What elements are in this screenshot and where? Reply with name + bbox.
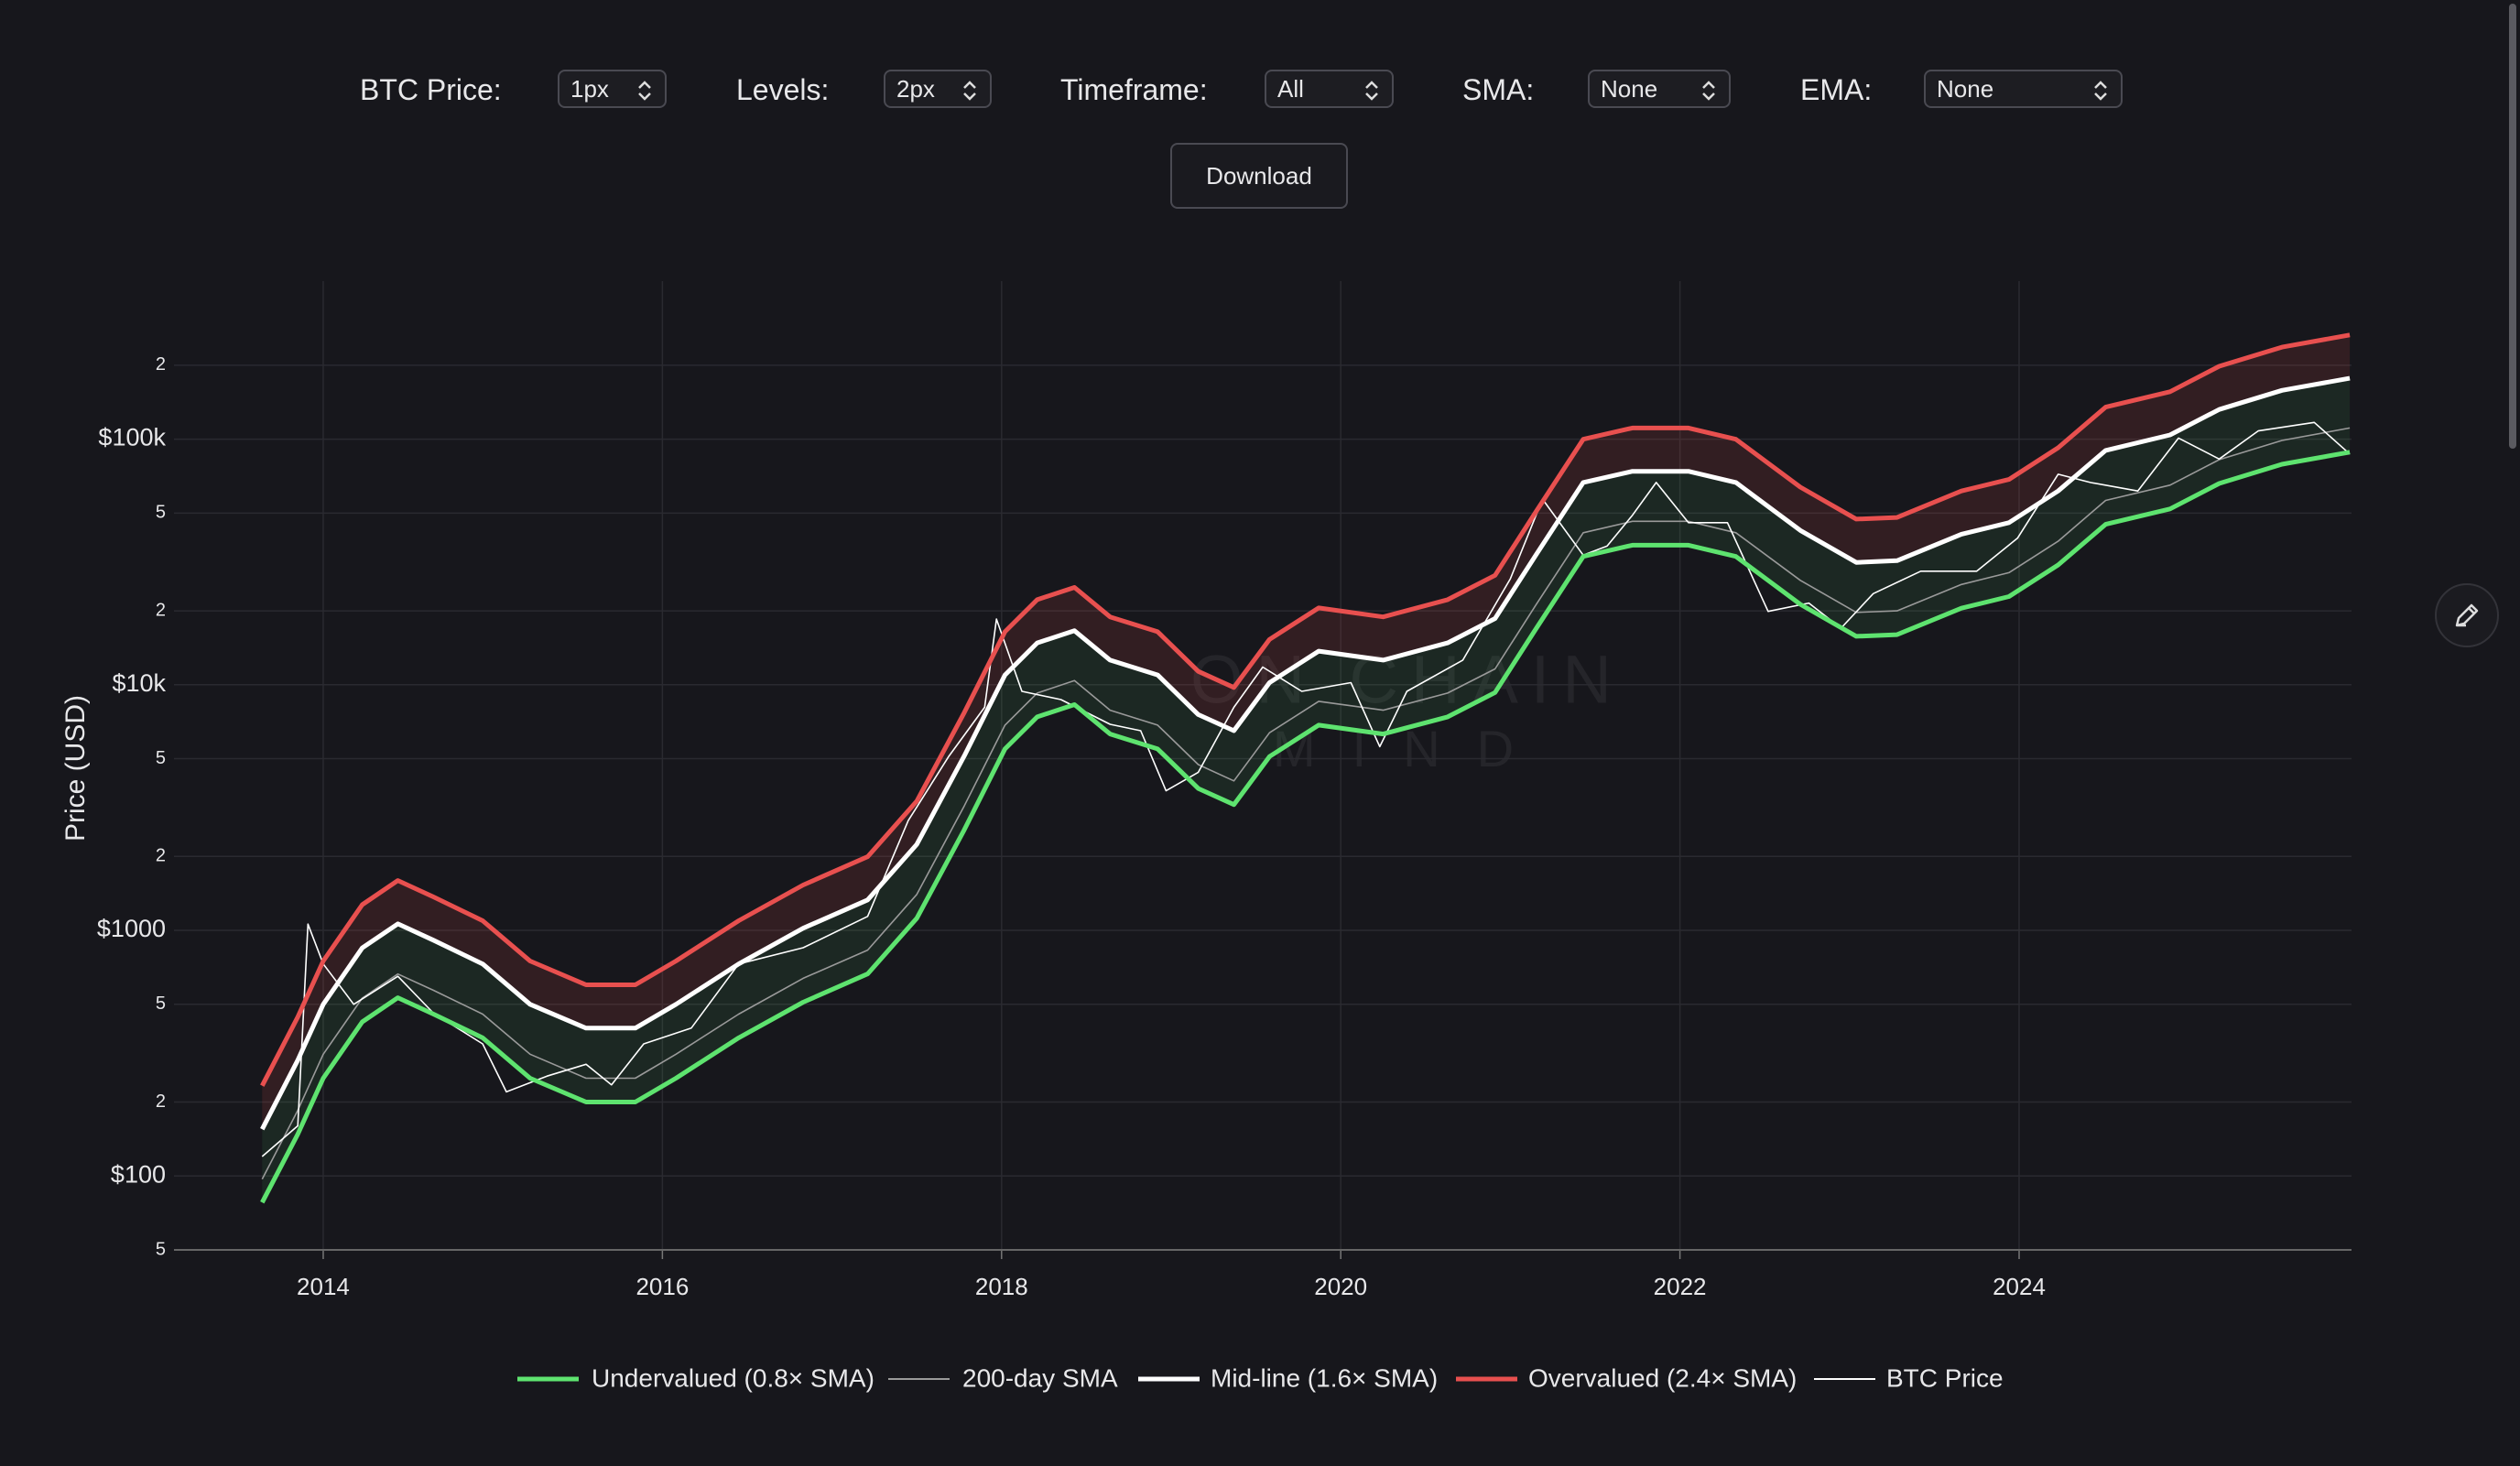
select-value: None xyxy=(1601,75,1658,103)
y-tick-label: 2 xyxy=(156,846,166,866)
legend-label: 200-day SMA xyxy=(962,1363,1118,1392)
chevron xyxy=(638,81,651,101)
legend-label: Overvalued (2.4× SMA) xyxy=(1528,1363,1797,1392)
select-value: All xyxy=(1277,75,1304,103)
select[interactable]: 2px xyxy=(884,70,992,108)
y-tick-label: 2 xyxy=(156,1091,166,1112)
series-line xyxy=(260,450,2351,1204)
y-tick-label: 2 xyxy=(156,600,166,620)
select[interactable]: None xyxy=(1924,70,2123,108)
y-tick-label: 5 xyxy=(156,994,166,1014)
control-label: SMA: xyxy=(1462,73,1535,106)
y-tick-label: 5 xyxy=(156,748,166,768)
download-button[interactable]: Download xyxy=(1170,143,1348,209)
chevron xyxy=(1365,81,1378,101)
x-tick-label: 2020 xyxy=(1314,1273,1367,1300)
y-tick-label: 2 xyxy=(156,354,166,375)
x-tick-label: 2014 xyxy=(297,1273,350,1300)
series-line xyxy=(261,427,2351,1180)
legend-label: Undervalued (0.8× SMA) xyxy=(592,1363,874,1392)
select-value: None xyxy=(1937,75,1994,103)
pencil-icon xyxy=(2455,603,2479,627)
band-fill xyxy=(262,334,2351,1130)
control-label: Levels: xyxy=(736,73,830,106)
series-line xyxy=(260,332,2351,1087)
select-value: 1px xyxy=(570,75,609,103)
scrollbar[interactable] xyxy=(2509,4,2516,449)
chevron xyxy=(963,81,976,101)
y-tick-label: $100k xyxy=(98,424,166,451)
x-tick-label: 2024 xyxy=(1993,1273,2046,1300)
control-label: EMA: xyxy=(1800,73,1873,106)
series-line xyxy=(261,421,2351,1157)
band-fill xyxy=(262,378,2351,1203)
y-tick-label: 5 xyxy=(156,503,166,523)
legend-label: Mid-line (1.6× SMA) xyxy=(1211,1363,1438,1392)
control-label: BTC Price: xyxy=(360,73,502,106)
y-tick-label: $1000 xyxy=(97,915,166,942)
select[interactable]: None xyxy=(1588,70,1731,108)
control-label: Timeframe: xyxy=(1060,73,1208,106)
series-line xyxy=(260,375,2351,1131)
y-tick-label: 5 xyxy=(156,1239,166,1259)
select[interactable]: 1px xyxy=(558,70,667,108)
x-tick-label: 2022 xyxy=(1654,1273,1707,1300)
chevron xyxy=(2094,81,2107,101)
select-value: 2px xyxy=(896,75,935,103)
legend-label: BTC Price xyxy=(1886,1363,2004,1392)
y-tick-label: $100 xyxy=(111,1160,166,1188)
y-tick-label: $10k xyxy=(112,669,166,697)
select[interactable]: All xyxy=(1265,70,1394,108)
x-tick-label: 2018 xyxy=(975,1273,1028,1300)
y-axis-title: Price (USD) xyxy=(60,695,91,842)
x-tick-label: 2016 xyxy=(635,1273,689,1300)
chevron xyxy=(1702,81,1715,101)
edit-button[interactable] xyxy=(2435,583,2499,647)
